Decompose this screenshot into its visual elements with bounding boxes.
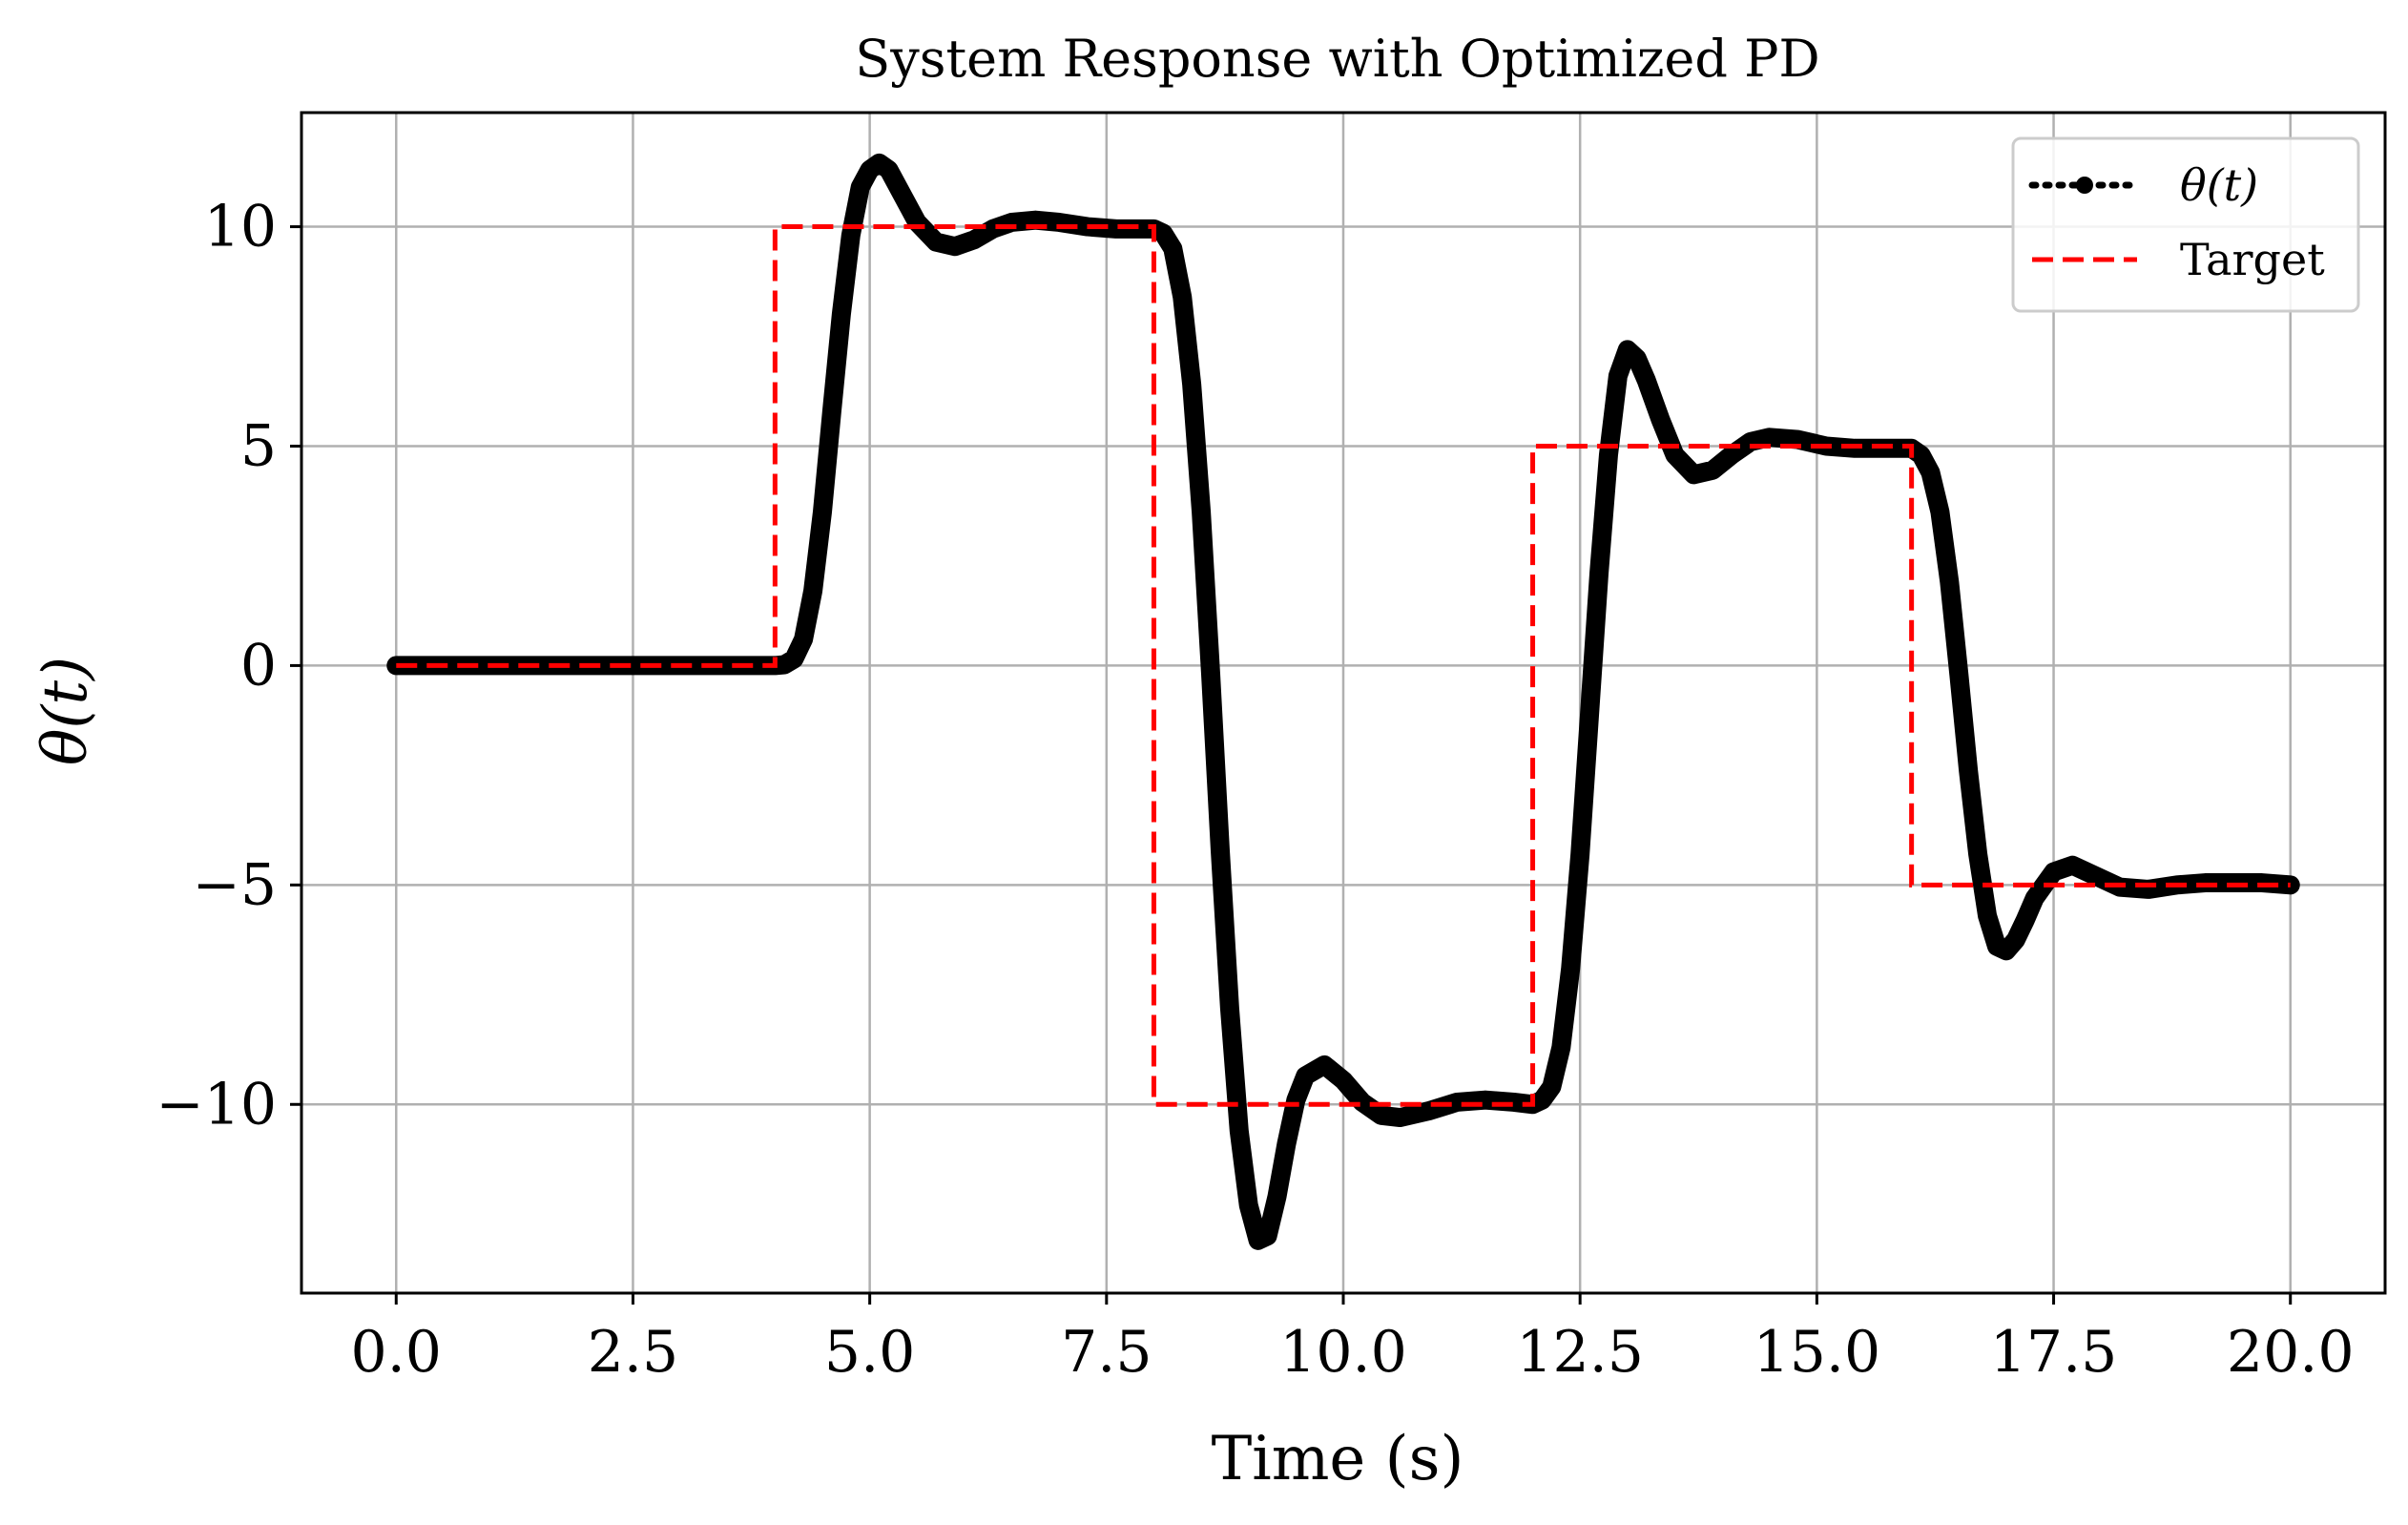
x-tick-label: 0.0 [351, 1319, 442, 1386]
y-axis-label: θ(t) [31, 657, 101, 765]
x-tick-label: 15.0 [1754, 1319, 1881, 1386]
y-tick-label: −10 [156, 1071, 277, 1138]
legend-box [2011, 136, 2360, 313]
series-theta-line [386, 153, 2300, 1250]
series-target-line [396, 224, 2291, 1107]
x-axis-label: Time (s) [1212, 1424, 1464, 1494]
y-tick-label: 10 [204, 194, 277, 261]
y-tick-label: 5 [240, 412, 277, 479]
y-tick-label: −5 [193, 851, 277, 918]
x-tick-label: 2.5 [588, 1319, 678, 1386]
y-tick-label: 0 [240, 632, 277, 699]
plot-series [386, 153, 2300, 1250]
x-tick-label: 12.5 [1516, 1319, 1644, 1386]
legend-theta-marker [2076, 177, 2093, 194]
legend-target-label: Target [2180, 234, 2325, 285]
x-tick-label: 17.5 [1990, 1319, 2118, 1386]
chart-title: System Response with Optimized PD [855, 29, 1819, 89]
x-tick-label: 7.5 [1061, 1319, 1152, 1386]
x-tick-label: 5.0 [824, 1319, 915, 1386]
legend: θ(t) Target [2011, 136, 2360, 313]
axis-ticks: 0.0 2.5 5.0 7.5 10.0 12.5 15.0 17.5 20.0 −10 −5 0 5 1… [156, 194, 2354, 1386]
x-tick-label: 10.0 [1279, 1319, 1407, 1386]
x-tick-label: 20.0 [2227, 1319, 2355, 1386]
legend-theta-label: θ(t) [2180, 159, 2258, 211]
